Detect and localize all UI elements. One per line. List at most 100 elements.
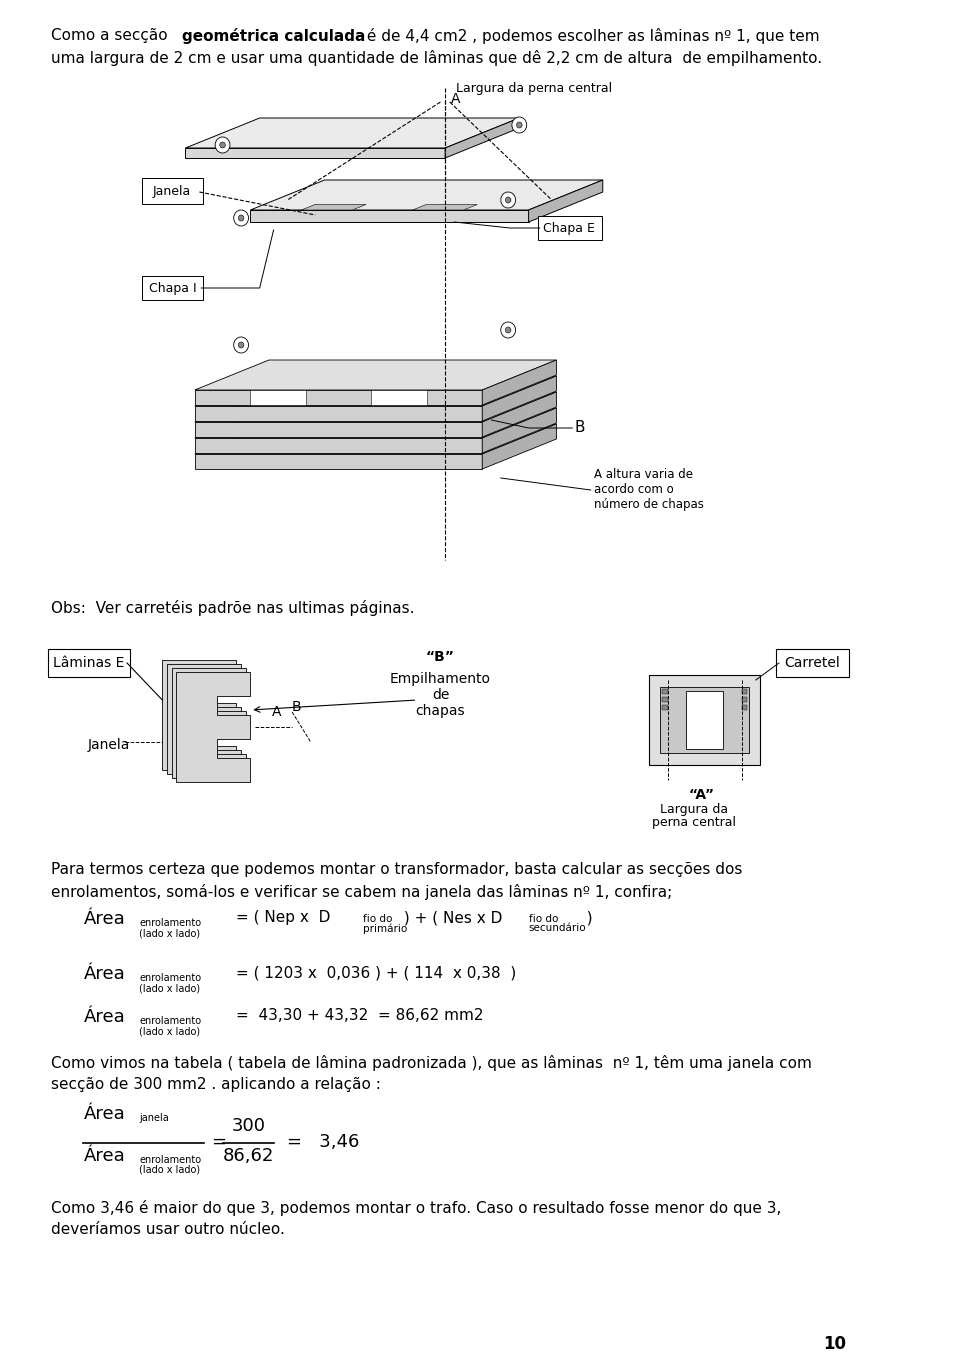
- Circle shape: [501, 323, 516, 338]
- FancyBboxPatch shape: [142, 276, 204, 299]
- Polygon shape: [482, 392, 557, 437]
- Bar: [649, 675, 760, 765]
- Bar: [742, 697, 748, 702]
- Text: secção de 300 mm2 . aplicando a relação :: secção de 300 mm2 . aplicando a relação …: [51, 1077, 381, 1092]
- Text: Área: Área: [84, 1105, 125, 1123]
- Text: = ( 1203 x  0,036 ) + ( 114  x 0,38  ): = ( 1203 x 0,036 ) + ( 114 x 0,38 ): [235, 965, 516, 980]
- Bar: [662, 697, 668, 702]
- Text: secundário: secundário: [529, 923, 587, 934]
- FancyBboxPatch shape: [142, 178, 204, 204]
- Text: “B”: “B”: [426, 651, 455, 664]
- Text: primário: primário: [363, 923, 407, 934]
- Polygon shape: [301, 204, 366, 210]
- Text: A altura varia de
acordo com o
número de chapas: A altura varia de acordo com o número de…: [593, 468, 704, 510]
- Text: A: A: [450, 93, 460, 106]
- FancyBboxPatch shape: [538, 216, 602, 240]
- Text: B: B: [292, 700, 301, 715]
- Polygon shape: [195, 455, 482, 470]
- Text: janela: janela: [139, 1113, 169, 1123]
- Circle shape: [516, 122, 522, 128]
- Text: (lado x lado): (lado x lado): [139, 1026, 201, 1036]
- FancyBboxPatch shape: [777, 649, 849, 676]
- Circle shape: [220, 142, 226, 148]
- Text: Como a secção: Como a secção: [51, 29, 173, 44]
- Text: Como 3,46 é maior do que 3, podemos montar o trafo. Caso o resultado fosse menor: Como 3,46 é maior do que 3, podemos mont…: [51, 1200, 781, 1215]
- Bar: [662, 705, 668, 710]
- Text: uma largura de 2 cm e usar uma quantidade de lâminas que dê 2,2 cm de altura  de: uma largura de 2 cm e usar uma quantidad…: [51, 50, 822, 65]
- Circle shape: [238, 342, 244, 348]
- Text: (lado x lado): (lado x lado): [139, 983, 201, 994]
- Text: Largura da perna central: Largura da perna central: [456, 82, 612, 95]
- Text: ): ): [577, 911, 592, 925]
- Circle shape: [501, 192, 516, 208]
- Text: 86,62: 86,62: [223, 1147, 275, 1165]
- Text: enrolamento: enrolamento: [139, 919, 202, 928]
- Bar: [742, 689, 748, 694]
- Text: Área: Área: [84, 1009, 125, 1026]
- Text: enrolamento: enrolamento: [139, 1155, 202, 1165]
- Text: enrolamentos, somá-los e verificar se cabem na janela das lâminas nº 1, confira;: enrolamentos, somá-los e verificar se ca…: [51, 885, 672, 900]
- Polygon shape: [167, 664, 241, 774]
- Text: (lado x lado): (lado x lado): [139, 928, 201, 938]
- Text: Carretel: Carretel: [784, 656, 840, 670]
- Polygon shape: [251, 180, 603, 210]
- Text: chapas: chapas: [416, 704, 466, 719]
- Text: Área: Área: [84, 965, 125, 983]
- Bar: [662, 689, 668, 694]
- Polygon shape: [195, 438, 482, 453]
- Polygon shape: [251, 210, 529, 222]
- Text: fio do: fio do: [529, 915, 558, 924]
- Text: fio do: fio do: [363, 915, 392, 924]
- Text: Chapa I: Chapa I: [149, 282, 196, 294]
- Text: 10: 10: [823, 1335, 846, 1353]
- Text: Largura da: Largura da: [660, 803, 728, 817]
- Polygon shape: [413, 204, 477, 210]
- Text: Área: Área: [84, 911, 125, 928]
- Circle shape: [215, 137, 230, 152]
- Text: geométrica calculada: geométrica calculada: [181, 29, 365, 44]
- Text: A: A: [272, 705, 281, 719]
- Polygon shape: [529, 180, 603, 222]
- Polygon shape: [195, 392, 557, 422]
- Text: =  43,30 + 43,32  = 86,62 mm2: = 43,30 + 43,32 = 86,62 mm2: [235, 1009, 483, 1023]
- Text: =: =: [211, 1132, 227, 1151]
- Bar: [660, 687, 750, 753]
- Bar: [371, 391, 426, 406]
- Text: de: de: [432, 689, 449, 702]
- Circle shape: [505, 327, 511, 333]
- Text: deveríamos usar outro núcleo.: deveríamos usar outro núcleo.: [51, 1222, 285, 1237]
- Text: “A”: “A”: [689, 788, 715, 802]
- Text: Para termos certeza que podemos montar o transformador, basta calcular as secçõe: Para termos certeza que podemos montar o…: [51, 862, 742, 876]
- Polygon shape: [177, 672, 251, 783]
- Polygon shape: [195, 425, 557, 455]
- Bar: [686, 691, 723, 749]
- Text: enrolamento: enrolamento: [139, 1017, 202, 1026]
- Text: B: B: [575, 421, 586, 436]
- Text: é de 4,4 cm2 , podemos escolher as lâminas nº 1, que tem: é de 4,4 cm2 , podemos escolher as lâmin…: [362, 29, 819, 44]
- Polygon shape: [445, 118, 519, 158]
- Text: Empilhamento: Empilhamento: [390, 672, 491, 686]
- Text: Lâminas E: Lâminas E: [54, 656, 125, 670]
- Text: (lado x lado): (lado x lado): [139, 1165, 201, 1175]
- Polygon shape: [195, 408, 557, 438]
- Text: Como vimos na tabela ( tabela de lâmina padronizada ), que as lâminas  nº 1, têm: Como vimos na tabela ( tabela de lâmina …: [51, 1055, 812, 1071]
- Text: 300: 300: [231, 1117, 266, 1135]
- Bar: [742, 705, 748, 710]
- Polygon shape: [482, 361, 557, 406]
- Polygon shape: [482, 376, 557, 421]
- Circle shape: [512, 117, 527, 133]
- Text: enrolamento: enrolamento: [139, 973, 202, 983]
- Text: =   3,46: = 3,46: [287, 1132, 360, 1151]
- Polygon shape: [172, 668, 246, 778]
- Text: Obs:  Ver carretéis padrõe nas ultimas páginas.: Obs: Ver carretéis padrõe nas ultimas pá…: [51, 600, 415, 617]
- Polygon shape: [195, 406, 482, 421]
- Text: Área: Área: [84, 1147, 125, 1165]
- Polygon shape: [482, 425, 557, 470]
- Circle shape: [233, 338, 249, 352]
- Polygon shape: [162, 660, 236, 770]
- Text: = ( Nep x  D: = ( Nep x D: [235, 911, 330, 925]
- Polygon shape: [195, 361, 557, 391]
- Text: Janela: Janela: [153, 185, 191, 197]
- Circle shape: [505, 197, 511, 203]
- Polygon shape: [195, 391, 482, 406]
